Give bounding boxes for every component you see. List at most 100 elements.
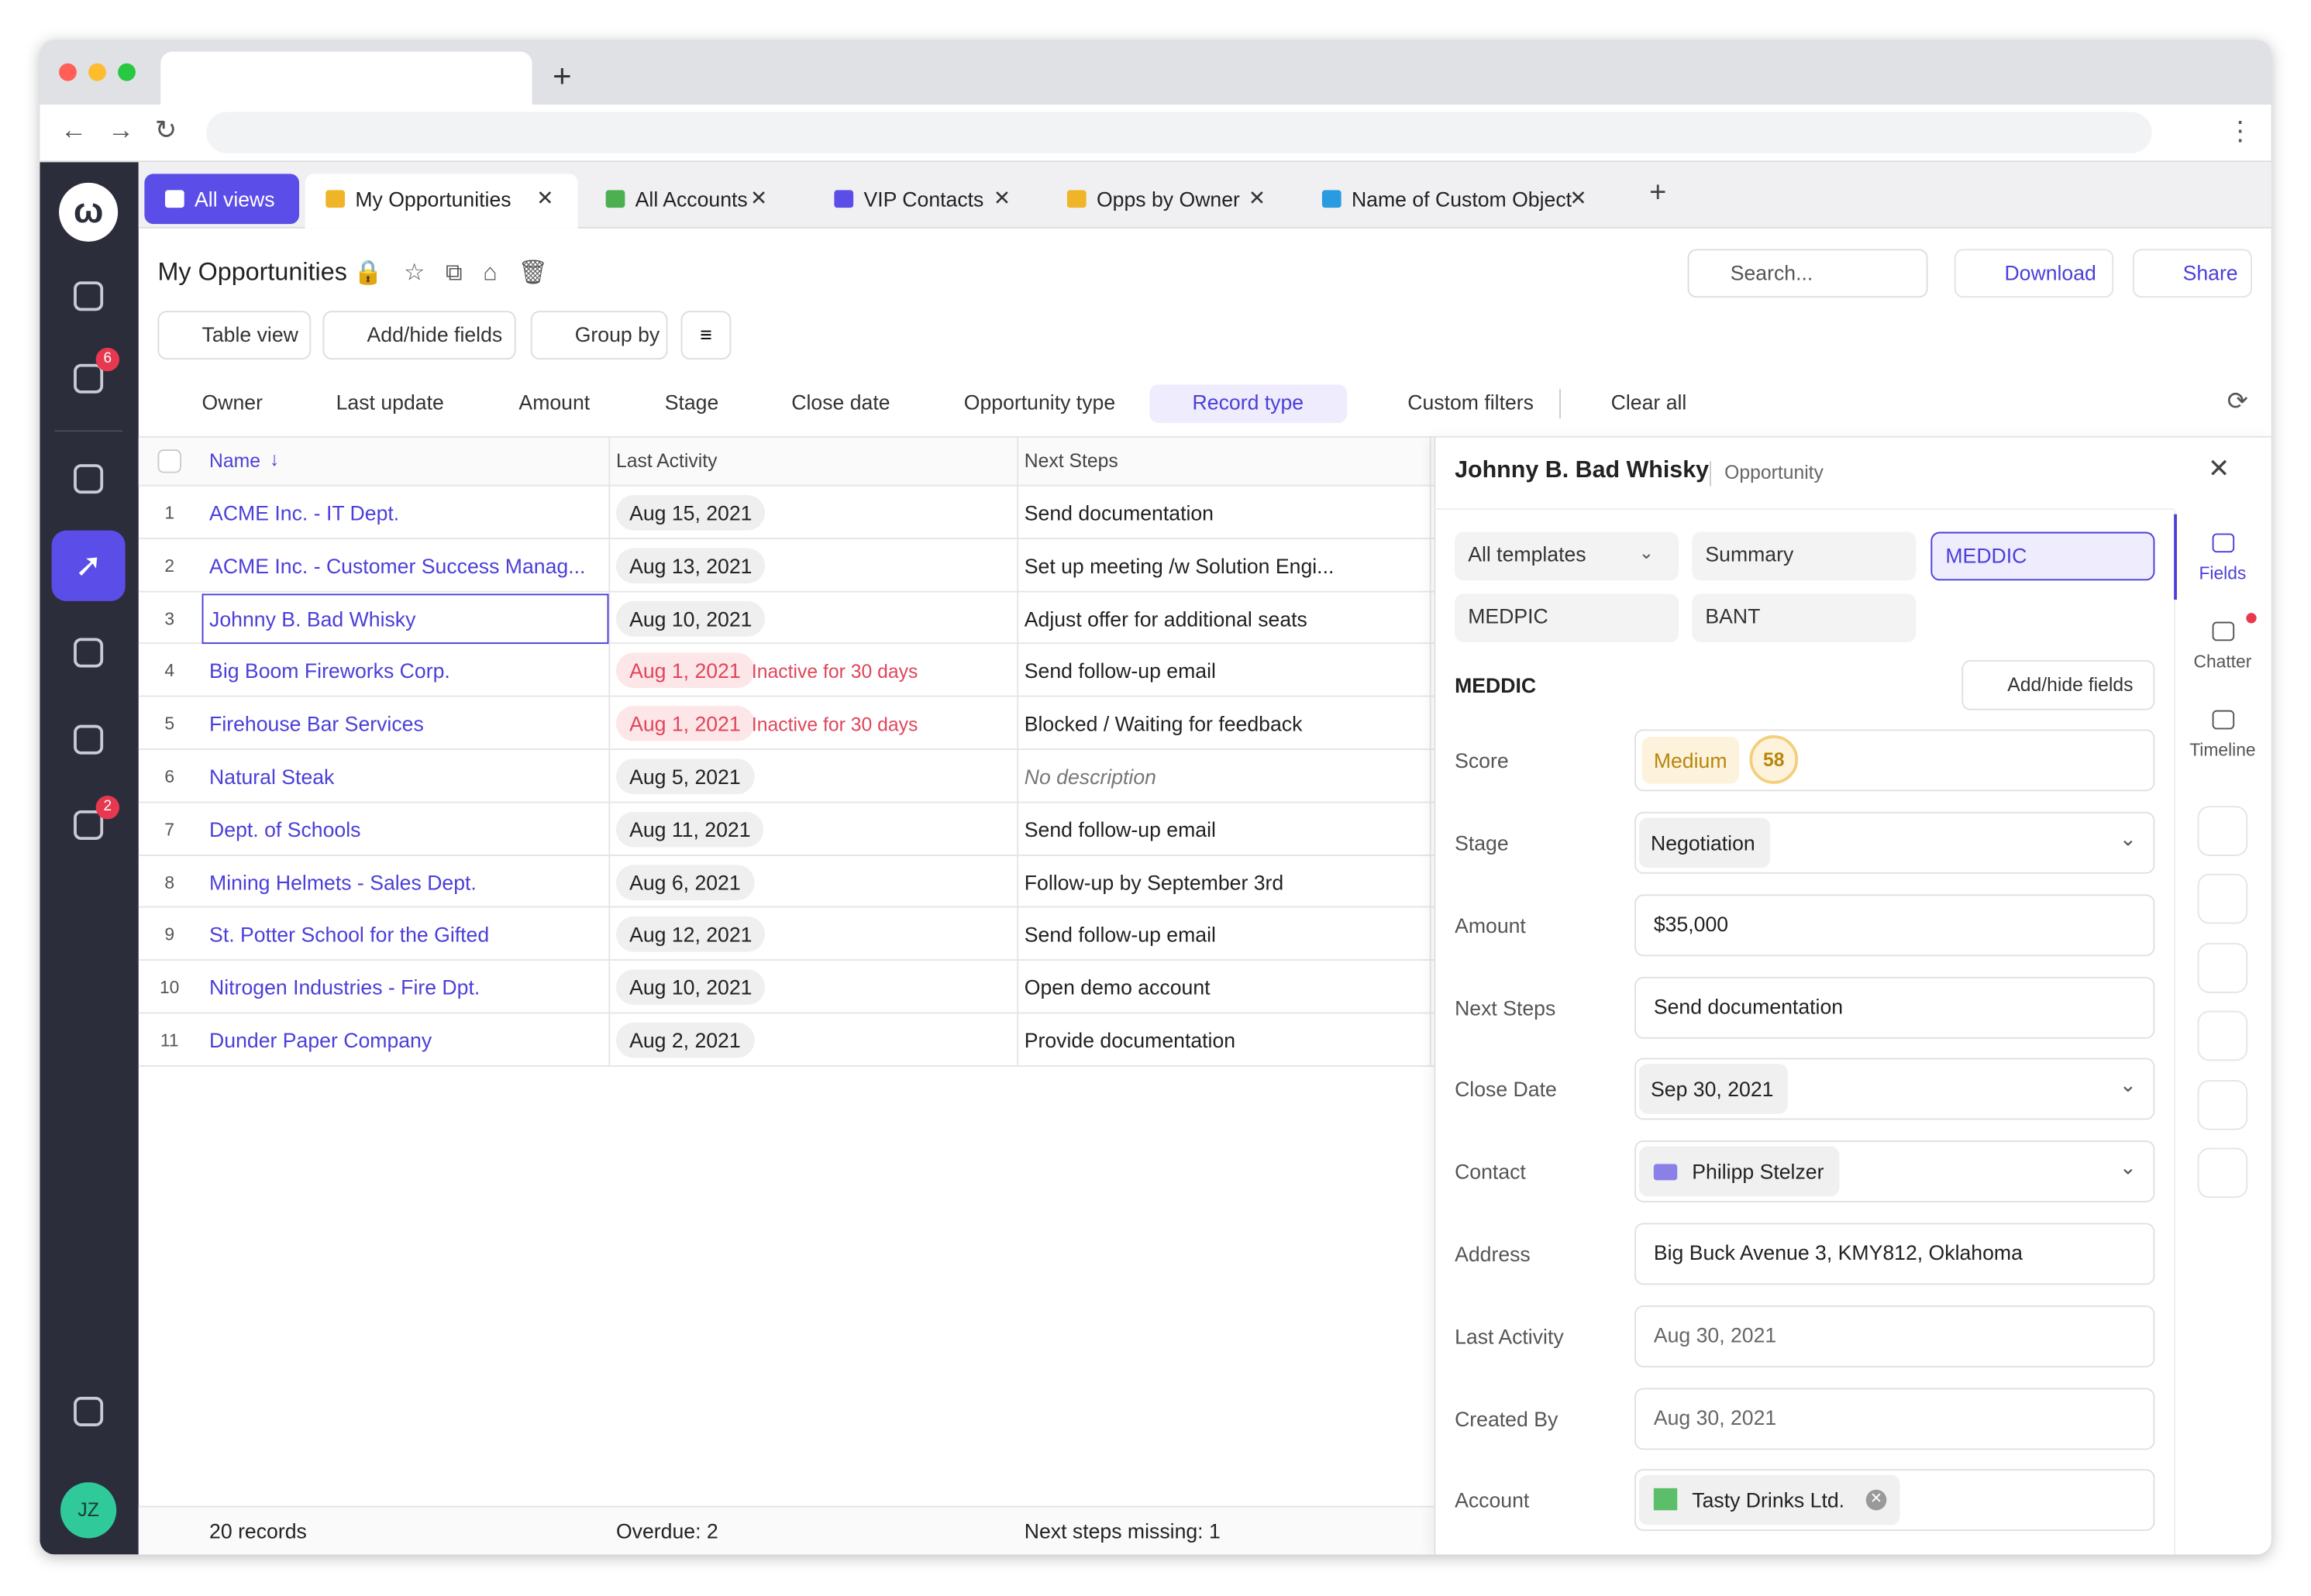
view-tab[interactable]: Opps by Owner: [1096, 187, 1240, 211]
side-action[interactable]: [2197, 1147, 2248, 1199]
record-link[interactable]: Mining Helmets - Sales Dept.: [209, 870, 477, 894]
nav-active[interactable]: ➚: [51, 530, 126, 601]
url-bar[interactable]: [206, 112, 2152, 153]
field-label: Close Date: [1455, 1077, 1557, 1102]
nav-home[interactable]: [74, 464, 104, 494]
template-button[interactable]: All templates: [1455, 531, 1679, 581]
record-link[interactable]: Nitrogen Industries - Fire Dpt.: [209, 975, 480, 999]
side-action[interactable]: [2197, 873, 2248, 924]
template-button[interactable]: Summary: [1692, 531, 1917, 581]
filter[interactable]: Opportunity type: [963, 390, 1116, 414]
record-link[interactable]: ACME Inc. - Customer Success Manag...: [209, 553, 586, 578]
logo[interactable]: ω: [59, 182, 119, 242]
row-number: 10: [159, 977, 180, 998]
sort-button[interactable]: ≡: [680, 311, 732, 360]
toolbar-button[interactable]: Table view: [157, 311, 312, 360]
side-tab[interactable]: Fields: [2199, 562, 2247, 584]
menu[interactable]: ⋮: [2227, 116, 2254, 146]
record-link[interactable]: Natural Steak: [209, 765, 335, 789]
column-header[interactable]: Next Steps: [1024, 449, 1118, 472]
download[interactable]: Download: [1954, 249, 2114, 298]
side-action[interactable]: [2197, 1010, 2248, 1061]
field-box[interactable]: [1634, 1305, 2155, 1367]
filter[interactable]: Clear all: [1610, 390, 1687, 414]
record-link[interactable]: Dunder Paper Company: [209, 1028, 432, 1052]
column-header[interactable]: Name: [209, 449, 261, 472]
close-tab[interactable]: ✕: [1248, 185, 1266, 210]
record-link[interactable]: Firehouse Bar Services: [209, 711, 424, 736]
search[interactable]: Search...: [1687, 249, 1928, 298]
nav-ideas[interactable]: [74, 1396, 104, 1426]
template-button[interactable]: MEDPIC: [1455, 593, 1679, 643]
share[interactable]: Share: [2132, 249, 2252, 298]
field-box[interactable]: [1634, 1387, 2155, 1450]
filter[interactable]: Close date: [791, 390, 890, 414]
column-header[interactable]: Last Activity: [615, 449, 718, 472]
new-tab[interactable]: +: [553, 57, 572, 95]
field-box[interactable]: [1634, 1140, 2155, 1203]
traffic-max[interactable]: [118, 63, 136, 81]
view-tab[interactable]: All Accounts: [635, 187, 748, 211]
field-box[interactable]: [1634, 1223, 2155, 1285]
template-button[interactable]: BANT: [1692, 593, 1917, 643]
nav-notes[interactable]: [74, 724, 104, 755]
record-link[interactable]: ACME Inc. - IT Dept.: [209, 500, 400, 525]
toolbar-button[interactable]: Group by: [530, 311, 668, 360]
side-tab-icon[interactable]: [2212, 533, 2235, 553]
side-active: [2174, 514, 2177, 600]
sidebar: [40, 162, 139, 1555]
nav-search[interactable]: [74, 281, 104, 311]
row-number: 8: [164, 872, 175, 893]
field-box[interactable]: [1634, 811, 2155, 874]
side-action[interactable]: [2197, 943, 2248, 993]
nav-activity[interactable]: [74, 638, 104, 668]
filter[interactable]: Last update: [336, 390, 444, 414]
browser-tab[interactable]: [160, 51, 532, 105]
dropdown-caret: ⌄: [2119, 1073, 2137, 1097]
filter[interactable]: Stage: [664, 390, 719, 414]
field-box[interactable]: [1634, 894, 2155, 956]
traffic-close[interactable]: [59, 63, 77, 81]
field-box[interactable]: [1634, 1469, 2155, 1532]
side-tab[interactable]: Timeline: [2189, 739, 2256, 761]
avatar[interactable]: JZ: [60, 1482, 117, 1539]
checkbox[interactable]: [157, 449, 181, 473]
view-tab[interactable]: VIP Contacts: [863, 187, 984, 211]
filter-active-bg: [1149, 384, 1348, 423]
template-button[interactable]: MEDDIC: [1930, 531, 2155, 581]
close-tab[interactable]: ✕: [1569, 185, 1587, 210]
record-link[interactable]: St. Potter School for the Gifted: [209, 923, 490, 947]
record-link[interactable]: Dept. of Schools: [209, 817, 361, 841]
field-box[interactable]: [1634, 1058, 2155, 1121]
nav-buttons[interactable]: ←→↻: [60, 115, 198, 145]
filter[interactable]: Amount: [518, 390, 591, 414]
close-tab[interactable]: ✕: [750, 185, 768, 210]
side-action[interactable]: [2197, 1080, 2248, 1130]
view-tab[interactable]: Name of Custom Object: [1351, 187, 1572, 211]
side-action[interactable]: [2197, 806, 2248, 856]
remove-chip[interactable]: ✕: [1865, 1490, 1887, 1512]
close-tab[interactable]: ✕: [993, 185, 1011, 210]
add-hide[interactable]: Add/hide fields: [1961, 660, 2155, 710]
toolbar-button[interactable]: Add/hide fields: [322, 311, 516, 360]
close-tab[interactable]: ✕: [536, 185, 554, 210]
record-link[interactable]: Big Boom Fireworks Corp.: [209, 659, 450, 683]
side-tab-icon[interactable]: [2212, 710, 2235, 730]
record-link[interactable]: Johnny B. Bad Whisky: [209, 606, 416, 631]
traffic-min[interactable]: [88, 63, 106, 81]
nav-inbox[interactable]: [74, 363, 104, 394]
side-tab[interactable]: Chatter: [2193, 651, 2252, 672]
filter[interactable]: Custom filters: [1407, 390, 1534, 414]
next-steps: Blocked / Waiting for feedback: [1024, 711, 1303, 736]
inbox-badge: 6: [95, 347, 120, 372]
field-box[interactable]: [1634, 976, 2155, 1038]
side-tab-icon[interactable]: [2212, 621, 2235, 641]
add-view[interactable]: +: [1649, 177, 1667, 210]
filter[interactable]: Owner: [201, 390, 263, 414]
view-tab[interactable]: My Opportunities: [305, 174, 578, 229]
row: [138, 1013, 1434, 1067]
filter[interactable]: Record type: [1192, 390, 1304, 414]
refresh[interactable]: ⟳: [2227, 387, 2248, 416]
nav-tasks[interactable]: [74, 810, 104, 841]
panel-close[interactable]: ✕: [2207, 453, 2230, 483]
